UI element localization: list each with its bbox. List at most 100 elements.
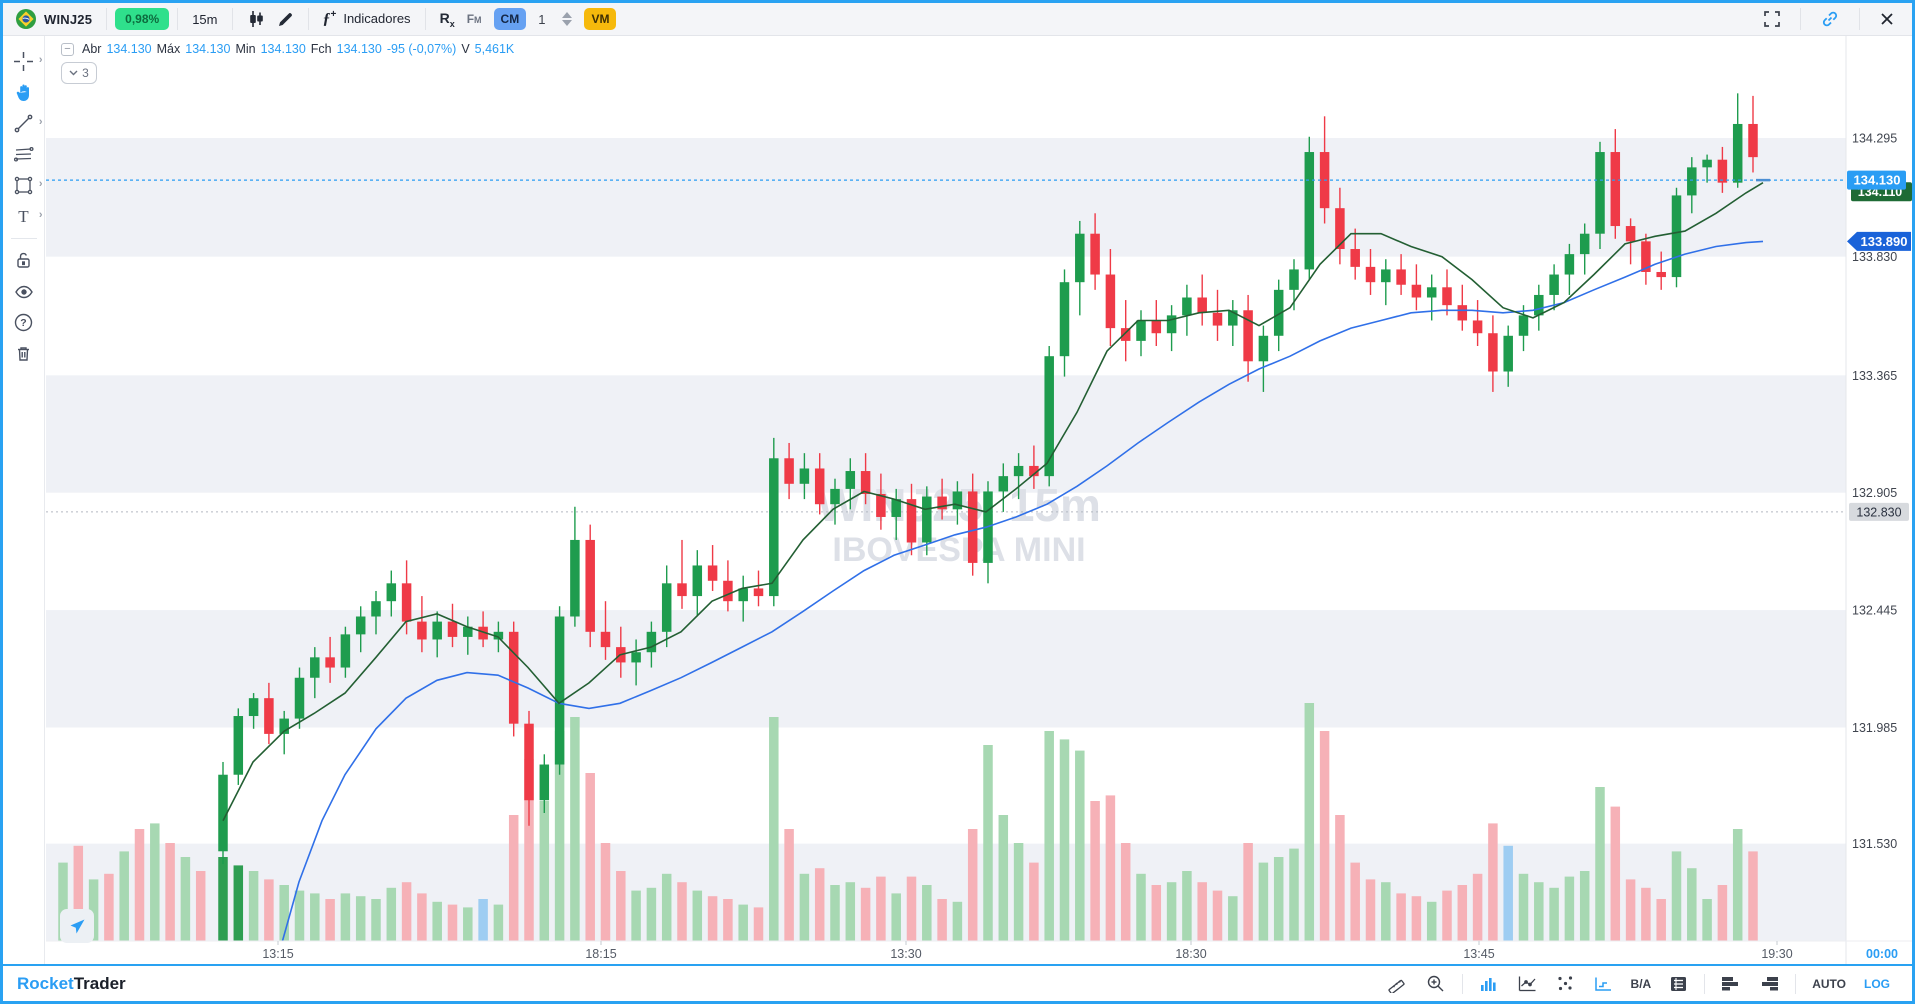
- price-axis-label: 133.830: [1852, 250, 1897, 264]
- quantity-stepper[interactable]: 1: [532, 12, 578, 27]
- collapse-legend-icon[interactable]: −: [61, 42, 74, 56]
- fm-button[interactable]: FM: [461, 12, 488, 26]
- close-value: 134.130: [336, 42, 382, 56]
- candle-body: [340, 634, 351, 668]
- go-to-realtime-button[interactable]: [60, 909, 94, 943]
- zoom-in-button[interactable]: [1417, 974, 1454, 993]
- candle-body: [769, 458, 779, 597]
- candle-body: [1335, 208, 1345, 250]
- time-axis-label: 13:30: [890, 947, 921, 961]
- prev-close-label-text: 132.830: [1856, 505, 1901, 519]
- stepper-down-icon[interactable]: [562, 20, 573, 26]
- candle-body: [631, 652, 641, 663]
- candle-body: [1029, 465, 1039, 477]
- open-value: 134.130: [106, 42, 152, 56]
- tool-trend-line[interactable]: ›: [3, 108, 45, 139]
- volume-bar: [463, 907, 473, 941]
- watermark-description: IBOVESPA MINI: [832, 531, 1085, 569]
- status-bar-tools: B/A AUTO LOG: [1378, 973, 1898, 994]
- volume-bar: [539, 801, 550, 941]
- close-label: Fch: [310, 42, 332, 56]
- chevron-right-icon: ›: [38, 209, 43, 221]
- tool-hide-eye[interactable]: [3, 276, 45, 307]
- tool-parallel-lines[interactable]: [3, 139, 45, 170]
- log-scale-toggle[interactable]: LOG: [1864, 976, 1890, 991]
- timeframe-button[interactable]: 15m: [186, 12, 223, 27]
- volume-bar: [784, 829, 794, 941]
- candle-body: [1136, 320, 1146, 341]
- volume-bar: [1090, 801, 1100, 941]
- ma-fast-line: [222, 182, 1764, 822]
- candle-body: [1105, 274, 1116, 329]
- candlestick-icon: [247, 10, 265, 28]
- volume-bar: [1029, 862, 1039, 941]
- volume-bar: [1641, 887, 1651, 941]
- time-axis-labels: 13:15 18:15 13:30 18:30 13:45 19:30 00:00: [262, 941, 1898, 961]
- volume-bar: [585, 773, 595, 941]
- volume-bar: [165, 843, 175, 941]
- volume-bar: [1610, 806, 1621, 941]
- scatter-dots-button[interactable]: [1548, 975, 1583, 992]
- indicators-button[interactable]: ƒ+ Indicadores: [317, 9, 417, 28]
- volume-bar: [233, 865, 244, 941]
- cm-button[interactable]: CM: [488, 8, 533, 30]
- chart-type-button[interactable]: [241, 10, 271, 28]
- tool-lock[interactable]: [3, 245, 45, 276]
- volume-panel-button[interactable]: [1471, 976, 1507, 992]
- volume-bar: [1166, 882, 1177, 941]
- candle-body: [1671, 195, 1682, 278]
- candle-body: [1212, 312, 1223, 326]
- candle-body: [447, 621, 458, 637]
- brand-logo[interactable]: RocketTrader: [17, 974, 126, 994]
- stepper-arrows: [562, 12, 573, 26]
- tool-trash[interactable]: [3, 338, 45, 369]
- rx-button[interactable]: Rx: [434, 10, 461, 29]
- toolbar-separator: [1800, 8, 1801, 30]
- candle-body: [1702, 159, 1712, 168]
- price-axis-label: 132.445: [1852, 604, 1897, 618]
- objects-tree-button[interactable]: 3: [61, 62, 97, 84]
- chart-markers-button[interactable]: [1509, 975, 1546, 992]
- draw-button[interactable]: [271, 11, 300, 28]
- ruler-button[interactable]: [1378, 974, 1415, 993]
- volume-bar: [891, 893, 901, 941]
- time-axis[interactable]: [46, 941, 1846, 964]
- candle-body: [1166, 315, 1177, 334]
- stepper-up-icon[interactable]: [562, 12, 573, 18]
- volume-bar: [1671, 851, 1682, 941]
- fullscreen-button[interactable]: [1752, 11, 1792, 27]
- volume-bar: [860, 887, 871, 941]
- ohlc-readout: − Abr 134.130 Máx 134.130 Min 134.130 Fc…: [61, 42, 514, 56]
- bid-ask-button[interactable]: B/A: [1630, 976, 1652, 991]
- volume-bar: [1212, 890, 1223, 941]
- tool-help[interactable]: ?: [3, 307, 45, 338]
- quantity-value: 1: [538, 11, 546, 27]
- change-value: -95 (-0,07%): [386, 42, 457, 56]
- high-label: Máx: [156, 42, 181, 56]
- prev-close-label-bg: [1849, 502, 1909, 521]
- timeframe-value: 15m: [192, 11, 218, 27]
- time-axis-label: 13:15: [262, 947, 293, 961]
- tool-rectangle[interactable]: ›: [3, 170, 45, 201]
- candle-body: [1304, 152, 1315, 270]
- volume-bar: [707, 896, 718, 941]
- indicators-label: Indicadores: [343, 11, 411, 27]
- vm-button[interactable]: VM: [578, 8, 622, 30]
- tool-pan-hand[interactable]: [3, 77, 45, 108]
- candle-body: [355, 616, 366, 635]
- candle-body: [401, 583, 412, 622]
- candle-body: [1564, 254, 1575, 275]
- symbol-button[interactable]: WINJ25: [9, 8, 98, 30]
- close-button[interactable]: [1868, 12, 1906, 26]
- depth-right-button[interactable]: [1751, 976, 1787, 991]
- candle-body: [1350, 249, 1360, 267]
- tool-crosshair[interactable]: ›: [3, 46, 45, 77]
- link-button[interactable]: [1809, 10, 1851, 28]
- auto-scale-toggle[interactable]: AUTO: [1812, 976, 1846, 991]
- tool-text[interactable]: T ›: [3, 201, 45, 232]
- depth-left-button[interactable]: [1713, 976, 1749, 991]
- volume-bar: [1748, 851, 1758, 941]
- axis-scale-button[interactable]: [1585, 976, 1621, 992]
- order-book-button[interactable]: [1661, 976, 1696, 992]
